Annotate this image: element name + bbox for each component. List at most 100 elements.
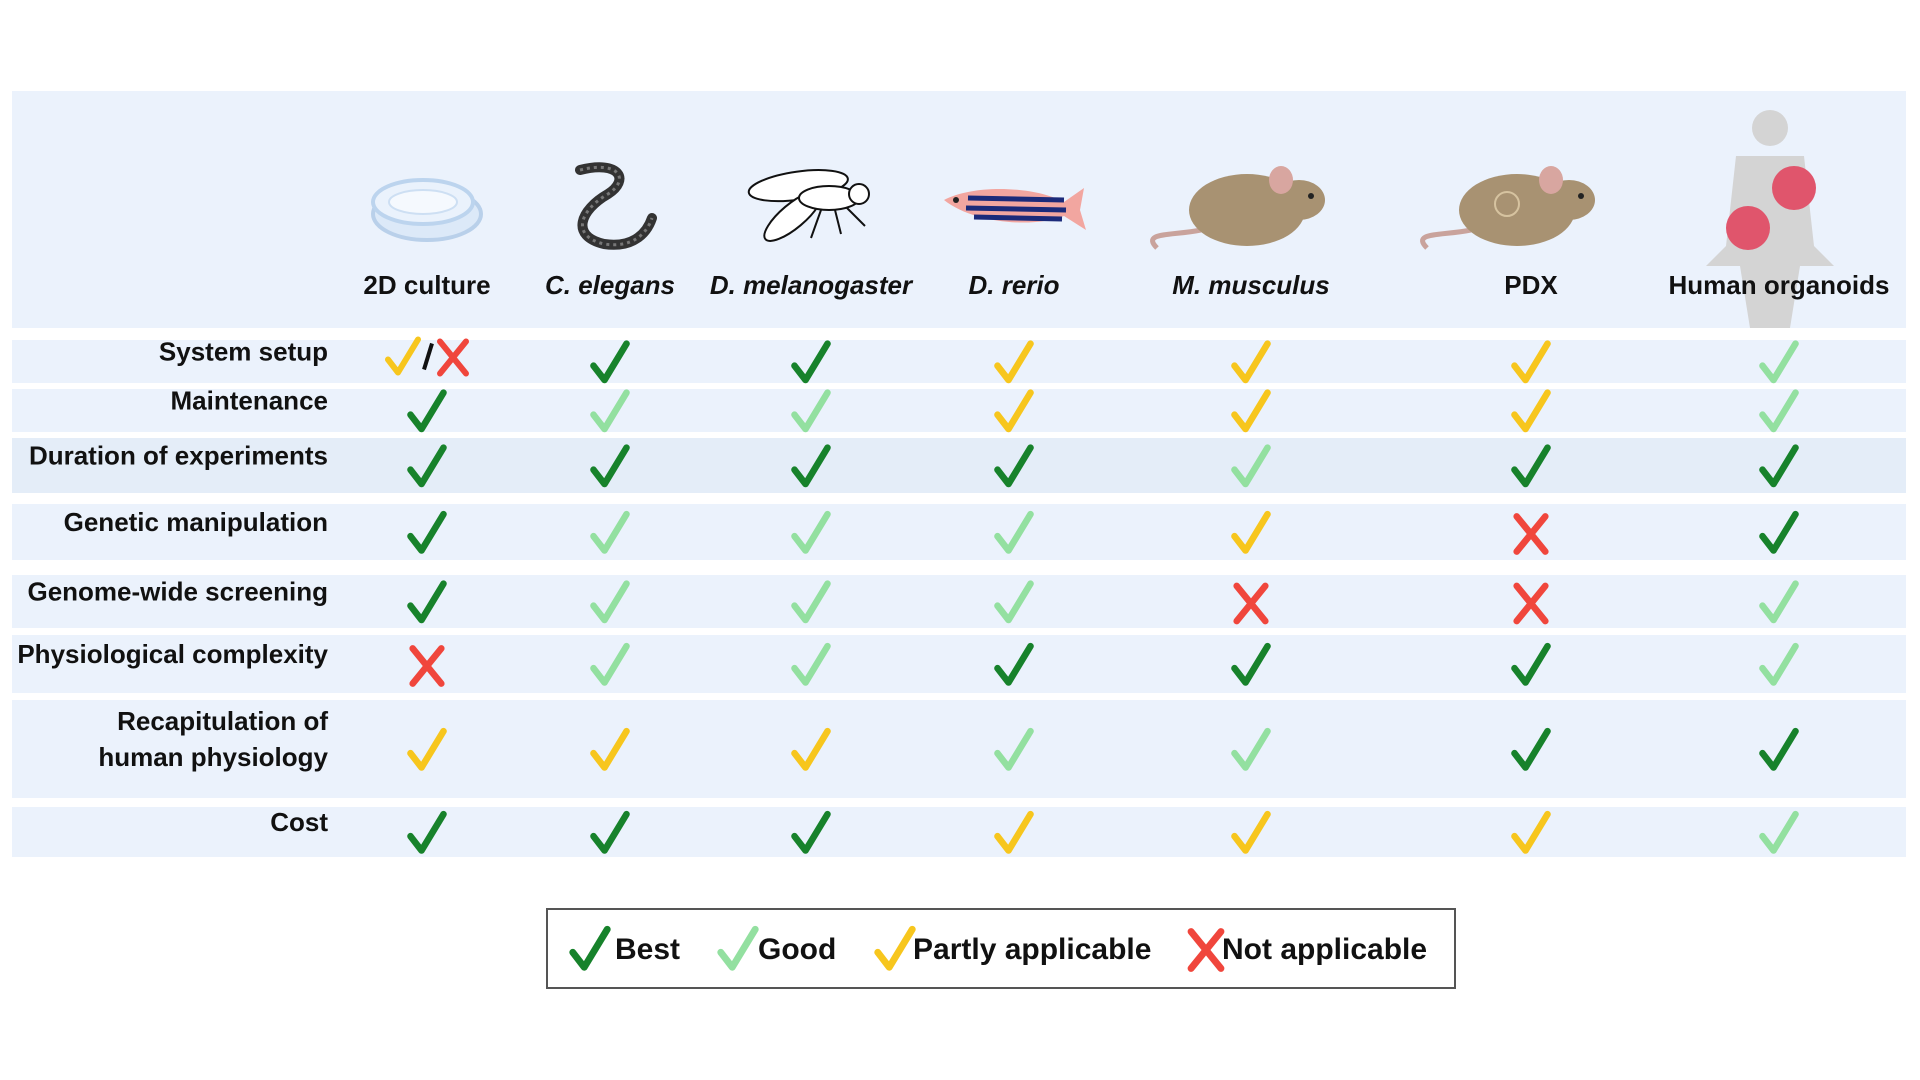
rating-icon — [1511, 642, 1551, 686]
rating-icon — [1511, 389, 1551, 433]
column-header: Human organoids — [1668, 270, 1889, 300]
rating-icon — [1231, 340, 1271, 384]
check-mark — [407, 389, 447, 433]
cross-mark — [1513, 582, 1549, 625]
rating-icon — [1759, 580, 1799, 624]
fly-icon — [747, 169, 870, 242]
rating-icon — [385, 336, 421, 376]
check-mark — [1511, 642, 1551, 686]
check-mark — [407, 510, 447, 554]
cross-mark — [409, 645, 445, 687]
check-mark — [994, 810, 1034, 854]
rating-icon — [1759, 510, 1799, 554]
check-mark — [791, 727, 831, 771]
row-band — [12, 807, 1906, 857]
rating-icon — [791, 580, 831, 624]
check-mark — [1759, 444, 1799, 488]
check-mark — [791, 510, 831, 554]
legend-icon — [717, 925, 759, 971]
row-band — [12, 504, 1906, 560]
rating-icon — [1513, 582, 1549, 625]
rating-icon — [791, 642, 831, 686]
check-mark — [874, 925, 916, 971]
row-band — [12, 438, 1906, 493]
row-label: Recapitulation of — [117, 706, 328, 736]
rating-icon — [407, 810, 447, 854]
worm-icon — [575, 162, 657, 250]
row-band — [12, 340, 1906, 383]
rating-icon — [407, 727, 447, 771]
check-mark — [407, 727, 447, 771]
rating-icon — [590, 444, 630, 488]
check-mark — [590, 642, 630, 686]
legend-label: Not applicable — [1222, 933, 1427, 966]
check-mark — [1759, 340, 1799, 384]
row-label: Duration of experiments — [29, 440, 328, 470]
row-band — [12, 389, 1906, 432]
rating-icon — [791, 340, 831, 384]
check-mark — [1759, 389, 1799, 433]
check-mark — [791, 389, 831, 433]
rating-icon — [1759, 444, 1799, 488]
check-mark — [1511, 340, 1551, 384]
check-mark — [407, 444, 447, 488]
rating-icon — [1759, 389, 1799, 433]
rating-icon — [994, 510, 1034, 554]
rating-icon — [1511, 444, 1551, 488]
legend-icon — [1187, 928, 1225, 972]
check-mark — [791, 810, 831, 854]
check-mark — [994, 727, 1034, 771]
rating-icon — [791, 727, 831, 771]
check-mark — [1511, 389, 1551, 433]
check-mark — [1231, 642, 1271, 686]
row-label: Genetic manipulation — [64, 507, 328, 537]
check-mark — [590, 340, 630, 384]
pdx-mouse-icon — [1420, 166, 1595, 250]
row-label: Physiological complexity — [17, 639, 328, 669]
rating-icon — [1511, 810, 1551, 854]
check-mark — [1231, 727, 1271, 771]
rating-icon — [590, 642, 630, 686]
rating-icon — [994, 642, 1034, 686]
check-mark — [590, 389, 630, 433]
column-header: D. melanogaster — [710, 270, 914, 300]
rating-icon — [1511, 727, 1551, 771]
check-mark — [1231, 340, 1271, 384]
check-mark — [1231, 810, 1271, 854]
mouse-icon — [1150, 166, 1325, 250]
check-mark — [1511, 444, 1551, 488]
check-mark — [590, 727, 630, 771]
row-label: Maintenance — [171, 385, 329, 415]
column-header: 2D culture — [363, 270, 490, 300]
check-mark — [994, 444, 1034, 488]
rating-icon — [1511, 340, 1551, 384]
legend-icon — [569, 925, 611, 971]
check-mark — [1759, 580, 1799, 624]
rating-icon — [791, 389, 831, 433]
legend-icon — [874, 925, 916, 971]
rating-icon — [994, 727, 1034, 771]
rating-icon — [791, 444, 831, 488]
check-mark — [590, 510, 630, 554]
rating-icon — [994, 389, 1034, 433]
check-mark — [994, 389, 1034, 433]
check-mark — [791, 444, 831, 488]
row-label: human physiology — [98, 742, 328, 772]
slash — [422, 342, 434, 371]
rating-icon — [590, 340, 630, 384]
rating-icon — [409, 645, 445, 687]
check-mark — [385, 336, 421, 376]
row-band — [12, 575, 1906, 628]
rating-icon — [994, 580, 1034, 624]
check-mark — [1231, 389, 1271, 433]
check-mark — [590, 580, 630, 624]
culture-dish-icon — [371, 178, 483, 242]
zebrafish-icon — [944, 188, 1086, 230]
row-label: Cost — [270, 807, 328, 837]
rating-icon — [590, 580, 630, 624]
cross-mark — [1513, 513, 1549, 555]
legend-label: Best — [615, 933, 680, 966]
rating-icon — [791, 810, 831, 854]
rating-icon — [590, 389, 630, 433]
